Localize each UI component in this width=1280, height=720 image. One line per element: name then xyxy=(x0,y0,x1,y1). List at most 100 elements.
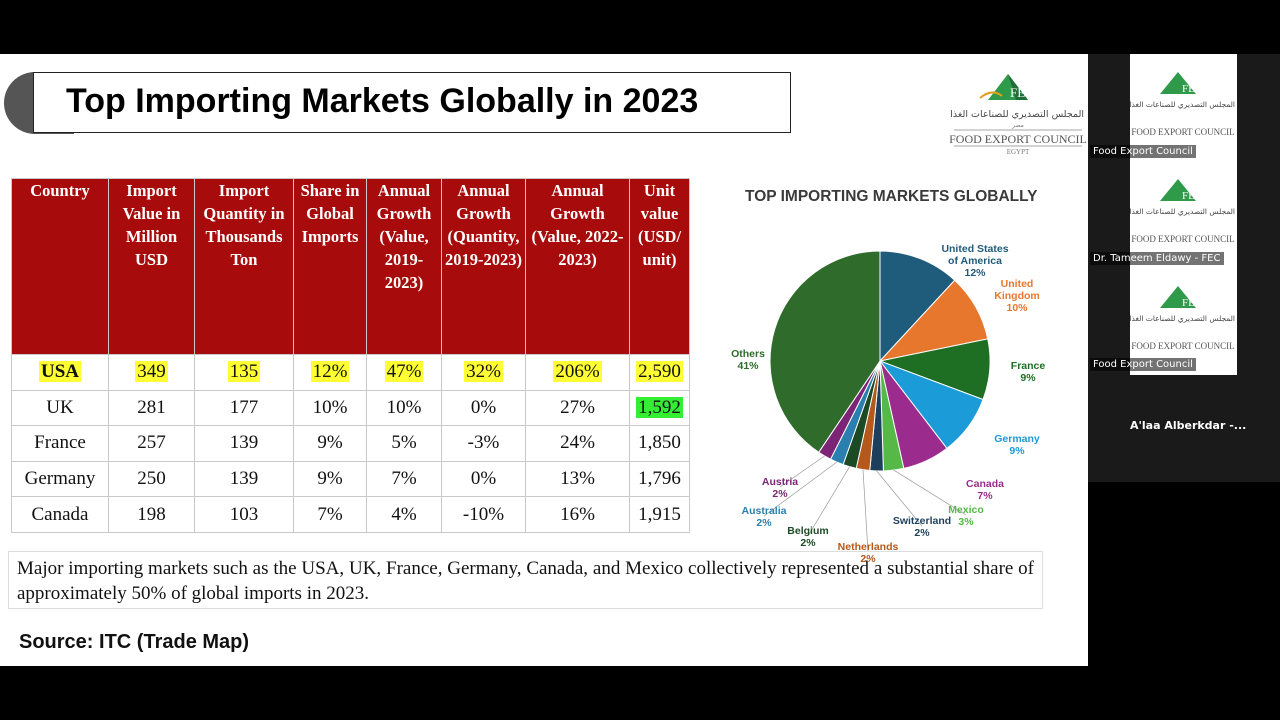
slice-label: Canada 7% xyxy=(966,478,1004,502)
tile-logo-abbr: FEC xyxy=(1182,83,1202,95)
table-cell: 9% xyxy=(293,425,367,462)
participant-video-tile[interactable]: FEC المجلس التصديري للصناعات الغذائية FO… xyxy=(1130,268,1237,375)
table-cell: 9% xyxy=(293,460,367,498)
table-cell: 27% xyxy=(525,389,630,427)
table-cell: USA xyxy=(11,354,109,391)
table-cell: 206% xyxy=(525,354,630,391)
table-cell: 281 xyxy=(108,389,195,427)
tile-logo-arabic: المجلس التصديري للصناعات الغذائية xyxy=(1130,207,1235,216)
table-cell: 257 xyxy=(108,425,195,462)
logo-abbr: FEC xyxy=(1010,85,1034,100)
table-cell: 5% xyxy=(366,425,442,462)
table-cell: 12% xyxy=(293,354,367,391)
slice-label: United States of America 12% xyxy=(941,243,1008,279)
table-cell: 24% xyxy=(525,425,630,462)
column-header: Share in Global Imports xyxy=(293,178,367,355)
table-cell: -3% xyxy=(441,425,526,462)
participant-video-tile[interactable]: FEC المجلس التصديري للصناعات الغذائية FO… xyxy=(1130,54,1237,161)
tile-logo-arabic: المجلس التصديري للصناعات الغذائية xyxy=(1130,314,1235,323)
table-cell: 135 xyxy=(194,354,294,391)
participant-video-tile[interactable]: FEC المجلس التصديري للصناعات الغذائية FO… xyxy=(1130,161,1237,268)
table-cell: 47% xyxy=(366,354,442,391)
leader-line xyxy=(862,469,869,553)
leader-line xyxy=(779,455,825,488)
table-row: Canada 198 103 7% 4% -10% 16% 1,915 xyxy=(11,496,690,533)
leader-line xyxy=(893,469,967,516)
table-cell: 2,590 xyxy=(629,354,690,391)
logo-arabic: المجلس التصديري للصناعات الغذائية xyxy=(950,109,1084,120)
column-header: Import Value in Million USD xyxy=(108,178,195,355)
tile-logo-name: FOOD EXPORT COUNCIL xyxy=(1131,234,1234,244)
participant-name-label: Food Export Council xyxy=(1090,145,1196,158)
tile-logo-name: FOOD EXPORT COUNCIL xyxy=(1131,341,1234,351)
table-row: USA 349 135 12% 47% 32% 206% 2,590 xyxy=(11,354,690,391)
table-cell: 198 xyxy=(108,496,195,533)
table-header-row: Country Import Value in Million USD Impo… xyxy=(11,178,690,355)
slice-label: Others 41% xyxy=(731,348,765,372)
tile-logo-abbr: FEC xyxy=(1182,190,1202,202)
source-citation: Source: ITC (Trade Map) xyxy=(19,631,250,653)
logo-country: EGYPT xyxy=(1007,148,1030,156)
table-cell: Canada xyxy=(11,496,109,533)
pie-chart: United States of America 12%United Kingdom 1… xyxy=(731,243,1045,565)
table-cell: 139 xyxy=(194,460,294,498)
speaker-name: A'laa Alberkdar -... xyxy=(1130,419,1247,432)
table-row: UK 281 177 10% 10% 0% 27% 1,592 xyxy=(11,389,690,427)
table-cell: 1,796 xyxy=(629,460,690,498)
leader-line xyxy=(763,461,837,517)
chart-title: TOP IMPORTING MARKETS GLOBALLY xyxy=(745,188,1038,205)
table-cell: 0% xyxy=(441,460,526,498)
leader-line xyxy=(876,470,923,527)
column-header: Annual Growth (Value, 2019-2023) xyxy=(366,178,442,355)
tile-logo-arabic: المجلس التصديري للصناعات الغذائية xyxy=(1130,100,1235,109)
slice-label: United Kingdom 10% xyxy=(994,278,1040,314)
table-cell: 4% xyxy=(366,496,442,533)
table-cell: 177 xyxy=(194,389,294,427)
table-cell: 32% xyxy=(441,354,526,391)
table-cell: -10% xyxy=(441,496,526,533)
table-cell: 1,592 xyxy=(629,389,690,427)
summary-text: Major importing markets such as the USA,… xyxy=(17,558,1034,604)
participant-name-label: Food Export Council xyxy=(1090,358,1196,371)
column-header: Country xyxy=(11,178,109,355)
slice-label: Switzerland 2% xyxy=(893,515,951,539)
slice-label: Australia 2% xyxy=(742,505,787,529)
table-cell: 10% xyxy=(293,389,367,427)
column-header: Annual Growth (Quantity, 2019-2023) xyxy=(441,178,526,355)
table-cell: 349 xyxy=(108,354,195,391)
slice-label: Austria 2% xyxy=(762,476,798,500)
slice-label: Belgium 2% xyxy=(787,525,828,549)
markets-table: Country Import Value in Million USD Impo… xyxy=(11,178,690,533)
presentation-slide: Top Importing Markets Globally in 2023 F… xyxy=(0,54,1088,666)
fec-logo: FEC المجلس التصديري للصناعات الغذائية مص… xyxy=(940,72,1087,164)
column-header: Import Quantity in Thousands Ton xyxy=(194,178,294,355)
slide-title: Top Importing Markets Globally in 2023 xyxy=(66,82,699,120)
table-cell: France xyxy=(11,425,109,462)
table-cell: 0% xyxy=(441,389,526,427)
table-cell: 103 xyxy=(194,496,294,533)
participant-name-label: Dr. Tameem Eldawy - FEC xyxy=(1090,252,1224,265)
table-cell: 250 xyxy=(108,460,195,498)
table-cell: 139 xyxy=(194,425,294,462)
table-cell: 1,915 xyxy=(629,496,690,533)
logo-name: FOOD EXPORT COUNCIL xyxy=(950,132,1086,146)
column-header: Unit value (USD/ unit) xyxy=(629,178,690,355)
title-box: Top Importing Markets Globally in 2023 xyxy=(33,72,791,133)
summary-note: Major importing markets such as the USA,… xyxy=(8,551,1043,609)
table-cell: 7% xyxy=(366,460,442,498)
table-cell: 10% xyxy=(366,389,442,427)
slice-label: Germany 9% xyxy=(994,433,1040,457)
tile-logo-abbr: FEC xyxy=(1182,297,1202,309)
tile-logo-name: FOOD EXPORT COUNCIL xyxy=(1131,127,1234,137)
leader-line xyxy=(807,466,850,537)
table-cell: Germany xyxy=(11,460,109,498)
table-row: France 257 139 9% 5% -3% 24% 1,850 xyxy=(11,425,690,462)
table-cell: 7% xyxy=(293,496,367,533)
pie-slice xyxy=(769,250,881,454)
slice-label: Netherlands 2% xyxy=(838,541,899,565)
table-cell: 16% xyxy=(525,496,630,533)
table-cell: UK xyxy=(11,389,109,427)
table-cell: 13% xyxy=(525,460,630,498)
logo-arabic-sub: مصر xyxy=(1011,122,1024,129)
table-cell: 1,850 xyxy=(629,425,690,462)
